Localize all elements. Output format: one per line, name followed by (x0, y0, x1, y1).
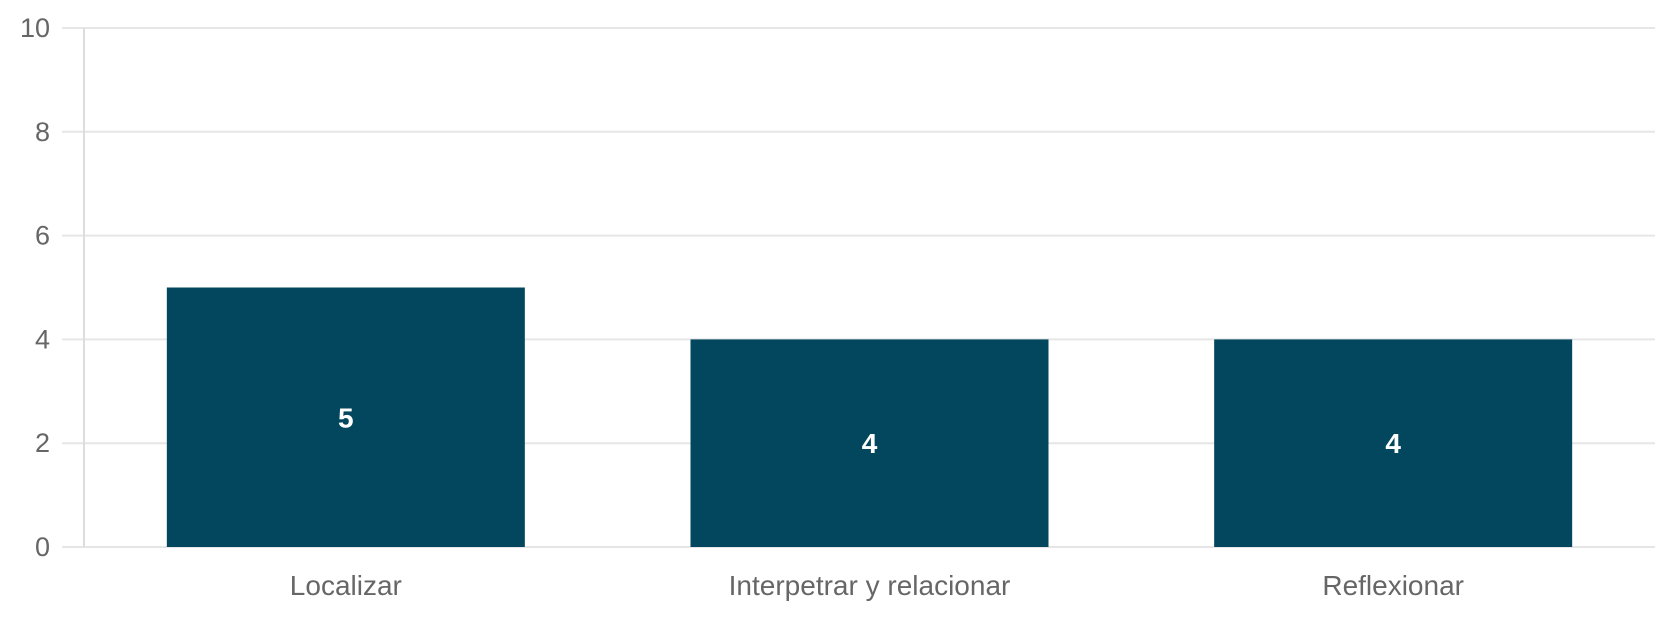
y-tick-label: 8 (35, 117, 50, 147)
x-category-label: Localizar (290, 570, 402, 601)
y-tick-label: 4 (35, 324, 50, 354)
x-axis-categories: Localizar Interpetrar y relacionar Reflexi… (290, 570, 1464, 601)
bar-value-label: 4 (1385, 428, 1401, 459)
bars (166, 287, 1573, 547)
y-tick-label: 0 (35, 532, 50, 562)
y-axis-ticks: 0 2 4 6 8 10 (20, 13, 50, 562)
x-category-label: Reflexionar (1322, 570, 1464, 601)
bar-1 (166, 287, 525, 547)
y-tick-label: 6 (35, 221, 50, 251)
data-labels: 5 4 4 (338, 402, 1401, 459)
bar-value-label: 5 (338, 402, 354, 433)
y-tick-label: 2 (35, 428, 50, 458)
bar-2 (690, 339, 1049, 547)
bar-value-label: 4 (862, 428, 878, 459)
y-tick-label: 10 (20, 13, 50, 43)
bar-3 (1214, 339, 1573, 547)
x-category-label: Interpetrar y relacionar (729, 570, 1011, 601)
